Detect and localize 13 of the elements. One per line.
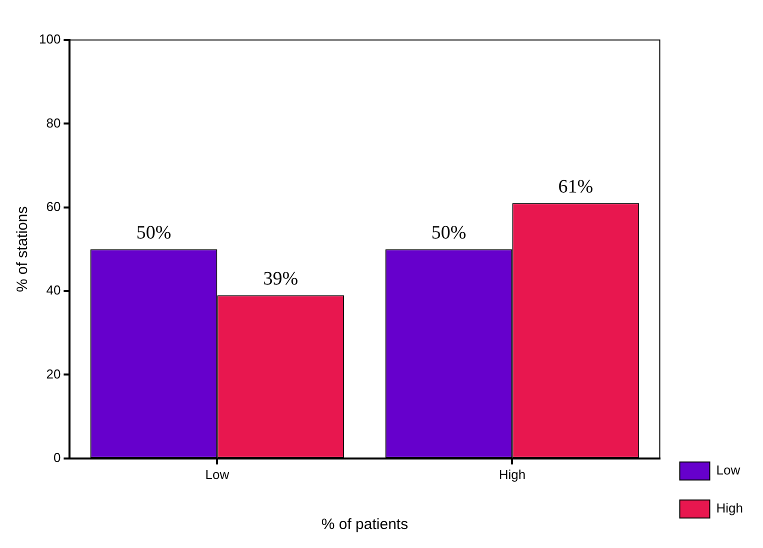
legend-label: High <box>716 500 744 516</box>
data-label: 50% <box>431 222 466 244</box>
y-tick-label: 60 <box>46 198 61 214</box>
y-tick-label: 20 <box>46 366 61 382</box>
y-axis-title: % of stations <box>14 206 32 292</box>
data-label: 61% <box>558 176 594 198</box>
y-tick-label: 80 <box>46 115 61 130</box>
y-tick-label: 100 <box>38 32 61 47</box>
data-label: 50% <box>136 222 172 244</box>
y-tick-label: 0 <box>53 450 61 465</box>
y-tick-label: 40 <box>46 282 61 298</box>
data-label: 39% <box>263 268 298 290</box>
x-axis-title: % of patients <box>321 516 408 534</box>
